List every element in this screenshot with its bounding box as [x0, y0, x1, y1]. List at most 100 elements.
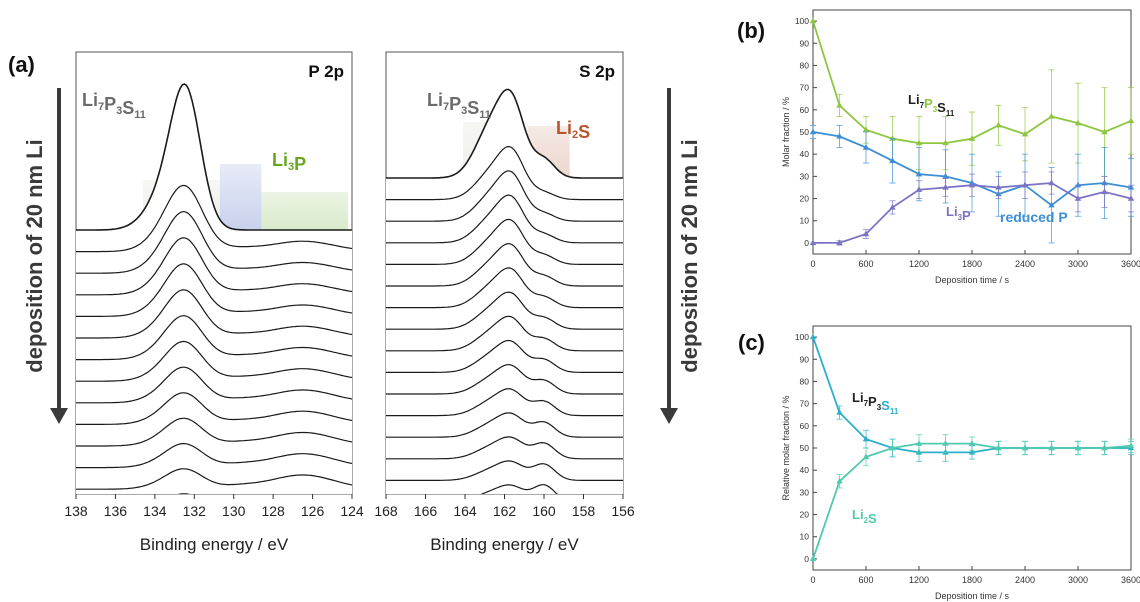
data-point — [1127, 195, 1135, 201]
x-tick-label: 128 — [261, 503, 285, 519]
data-point — [1101, 444, 1108, 451]
data-point — [942, 183, 949, 190]
data-point — [809, 555, 817, 562]
label-li2s-part: S — [578, 122, 590, 142]
data-point — [942, 440, 949, 446]
spectra-group — [386, 88, 623, 494]
y-tick-label: 80 — [800, 60, 810, 70]
label-li7p3s11-sub: 3 — [116, 105, 122, 117]
y-tick-label: 0 — [804, 238, 809, 248]
spectrum-line — [386, 242, 623, 287]
spectrum-line — [386, 436, 623, 460]
y-tick-label: 10 — [800, 532, 810, 542]
label-li7p3s11-part: S — [122, 98, 134, 118]
data-point — [995, 183, 1002, 190]
spectrum-line — [76, 237, 352, 296]
x-tick-label: 160 — [532, 503, 556, 519]
y-tick-label: 20 — [800, 194, 810, 204]
label-li7p3s11: Li7P3S11 — [82, 90, 146, 121]
x-tick-label: 2400 — [1015, 575, 1035, 585]
spectrum-line — [386, 412, 623, 438]
spectrum-line — [76, 263, 352, 317]
label-li2s-part: Li — [852, 507, 864, 522]
data-point — [1101, 128, 1108, 135]
label-li7p3s11-sub: 3 — [933, 105, 938, 114]
label-li7p3s11-part: Li — [82, 90, 98, 110]
spectrum-line — [386, 315, 623, 352]
x-tick-label: 3000 — [1068, 259, 1088, 269]
data-point — [968, 448, 976, 455]
x-axis-label: Deposition time / s — [935, 275, 1010, 285]
data-point — [862, 144, 870, 150]
x-tick-label: 124 — [340, 503, 364, 519]
data-point — [809, 128, 817, 135]
y-tick-label: 30 — [800, 487, 810, 497]
label-li2s-sub: 2 — [864, 516, 869, 525]
label-reduced-p: reduced P — [1000, 209, 1068, 225]
spectrum-line — [76, 315, 352, 361]
x-axis-label: Deposition time / s — [935, 591, 1010, 601]
p2p-spectra-panel: 138 136 134 132 130 128 126 124 Binding energy /… — [64, 51, 364, 602]
spectrum-fill — [76, 560, 352, 584]
spectrum-line — [386, 194, 623, 244]
data-point — [968, 440, 976, 446]
spectrum-line — [386, 267, 623, 309]
spectrum-line — [76, 468, 352, 490]
spectrum-line — [76, 289, 352, 339]
data-point — [836, 101, 843, 108]
panel-label-a: (a) — [8, 52, 35, 77]
label-li7p3s11-sub: 7 — [98, 101, 104, 113]
data-point — [836, 409, 843, 415]
data-point — [862, 453, 870, 460]
molar-fraction-plot: 0 10 20 30 40 50 60 70 80 90 100 0 600 1200 1800 2400 30… — [781, 9, 1140, 285]
data-point — [1127, 442, 1135, 448]
side-label: deposition of 20 nm Li — [677, 139, 702, 372]
y-tick-label: 10 — [800, 216, 810, 226]
data-point — [1021, 444, 1029, 451]
data-point — [862, 435, 870, 442]
data-point — [1074, 195, 1082, 201]
spectrum-line — [386, 88, 623, 179]
spectrum-line — [76, 83, 352, 231]
x-tick-label: 1200 — [909, 575, 929, 585]
label-li7p3s11-part: Li — [908, 92, 920, 107]
label-li3p-sub: 3 — [958, 213, 963, 222]
label-li7p3s11-part: S — [467, 98, 479, 118]
label-li7p3s11-part: Li — [852, 390, 864, 405]
x-tick-label: 1800 — [962, 259, 982, 269]
spectrum-line — [386, 339, 623, 373]
label-li7p3s11-part: Li — [427, 90, 443, 110]
x-tick-label: 136 — [104, 503, 128, 519]
spectrum-line — [386, 291, 623, 330]
label-li7p3s11-sub: 3 — [461, 105, 467, 117]
s2p-spectra-panel: 168 166 164 162 160 158 156 Binding energy / eV… — [374, 51, 635, 554]
data-point — [862, 230, 870, 237]
spectrum-fill — [76, 581, 352, 602]
x-tick-label: 130 — [222, 503, 246, 519]
spectrum-line — [386, 218, 623, 265]
y-tick-label: 0 — [804, 554, 809, 564]
y-axis-label: Relative molar fraction / % — [781, 395, 791, 500]
x-axis-label: Binding energy / eV — [430, 535, 579, 554]
spectrum-line — [76, 366, 352, 404]
data-point — [942, 139, 949, 146]
y-tick-label: 20 — [800, 510, 810, 520]
x-tick-label: 162 — [493, 503, 517, 519]
x-tick-label: 0 — [810, 575, 815, 585]
data-point — [836, 132, 843, 139]
spectrum-line — [386, 388, 623, 417]
x-tick-label: 1200 — [909, 259, 929, 269]
data-point — [1048, 179, 1055, 186]
label-li7p3s11-sub: 11 — [479, 109, 491, 121]
x-tick-label: 132 — [183, 503, 207, 519]
data-point — [1021, 130, 1029, 137]
x-axis-label: Binding energy / eV — [140, 535, 289, 554]
spectrum-line — [76, 517, 352, 532]
label-li7p3s11: Li7P3S11 — [908, 92, 955, 118]
y-tick-label: 50 — [800, 127, 810, 137]
label-li7p3s11-sub: 3 — [877, 403, 882, 412]
data-point — [889, 135, 896, 141]
label-li3p-part: Li — [272, 150, 288, 170]
data-point — [889, 444, 896, 451]
